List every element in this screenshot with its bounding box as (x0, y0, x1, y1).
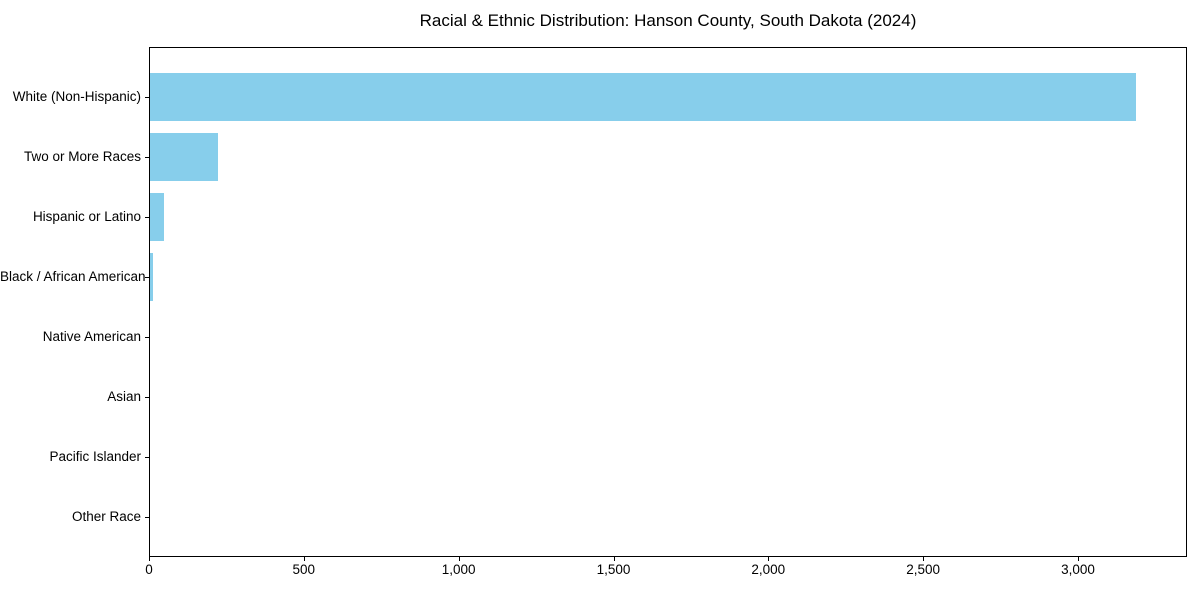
bar-1 (150, 133, 219, 181)
category-label: Native American (42, 329, 141, 344)
x-tick-label: 500 (292, 562, 316, 577)
y-tick-mark (145, 277, 149, 278)
x-tick-mark (303, 557, 305, 561)
y-tick-mark (145, 217, 149, 218)
bar-2 (150, 193, 164, 241)
x-tick-mark (923, 557, 925, 561)
category-label: Black / African American (0, 269, 146, 284)
y-tick-mark (145, 97, 149, 98)
x-tick-label: 2,500 (906, 562, 941, 577)
chart-title: Racial & Ethnic Distribution: Hanson Cou… (419, 11, 917, 30)
category-label: Hispanic or Latino (32, 209, 141, 224)
x-tick-mark (768, 557, 770, 561)
bar-3 (150, 253, 154, 301)
x-tick-label: 0 (145, 562, 153, 577)
y-tick-mark (145, 157, 149, 158)
bar-0 (150, 73, 1137, 121)
x-tick-label: 1,500 (596, 562, 631, 577)
x-tick-mark (458, 557, 460, 561)
y-tick-mark (145, 517, 149, 518)
x-tick-label: 3,000 (1061, 562, 1095, 577)
category-label: Pacific Islander (49, 449, 141, 464)
y-tick-mark (145, 457, 149, 458)
category-label: White (Non-Hispanic) (12, 89, 141, 104)
category-label: Other Race (71, 509, 141, 524)
x-tick-mark (613, 557, 615, 561)
y-tick-mark (145, 337, 149, 338)
x-tick-mark (1078, 557, 1079, 561)
x-tick-label: 2,000 (751, 562, 786, 577)
x-tick-label: 1,000 (441, 562, 476, 577)
x-tick-mark (149, 557, 150, 561)
y-tick-mark (145, 397, 149, 398)
plot-area (149, 47, 1187, 557)
category-label: Two or More Races (23, 149, 141, 164)
category-label: Asian (107, 389, 141, 404)
